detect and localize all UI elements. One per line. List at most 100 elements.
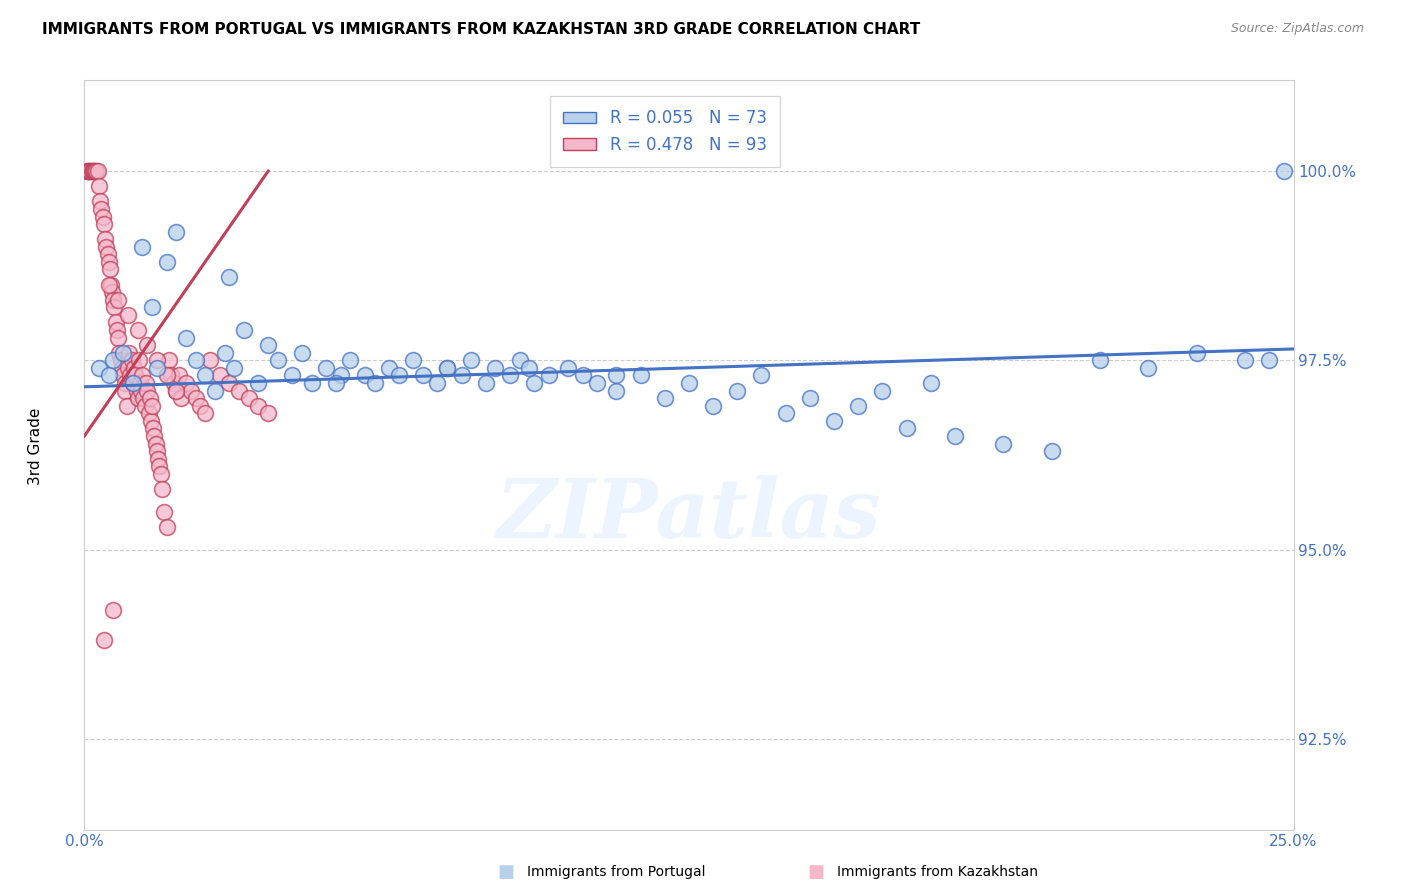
Point xyxy=(208,368,231,383)
Point xyxy=(150,482,173,496)
Point xyxy=(484,360,506,375)
Point xyxy=(605,368,627,383)
Point xyxy=(127,323,149,337)
Point xyxy=(103,293,125,307)
Point xyxy=(218,376,240,390)
Point xyxy=(1234,353,1257,368)
Point xyxy=(257,338,280,352)
Point xyxy=(267,353,290,368)
Point xyxy=(315,360,337,375)
Point xyxy=(114,376,136,390)
Point xyxy=(184,391,207,405)
Point xyxy=(157,353,180,368)
Point xyxy=(586,376,609,390)
Point xyxy=(436,360,458,375)
Point xyxy=(136,338,159,352)
Point xyxy=(402,353,425,368)
Point xyxy=(117,360,139,375)
Point xyxy=(100,277,122,292)
Point xyxy=(943,429,966,443)
Point xyxy=(83,164,105,178)
Point xyxy=(121,376,143,390)
Point xyxy=(141,301,163,315)
Point xyxy=(135,376,157,390)
Point xyxy=(354,368,377,383)
Point xyxy=(93,232,115,246)
Legend: R = 0.055   N = 73, R = 0.478   N = 93: R = 0.055 N = 73, R = 0.478 N = 93 xyxy=(550,96,780,167)
Point xyxy=(84,164,107,178)
Point xyxy=(107,293,129,307)
Point xyxy=(378,360,401,375)
Point xyxy=(103,603,125,617)
Point xyxy=(363,376,385,390)
Point xyxy=(87,164,110,178)
Point xyxy=(87,179,110,194)
Point xyxy=(110,353,132,368)
Point xyxy=(281,368,304,383)
Point xyxy=(388,368,411,383)
Point xyxy=(257,406,280,420)
Point xyxy=(118,345,141,359)
Point xyxy=(134,399,156,413)
Point xyxy=(204,384,226,398)
Point xyxy=(247,376,270,390)
Point xyxy=(475,376,498,390)
Point xyxy=(329,368,352,383)
Point xyxy=(146,353,169,368)
Point xyxy=(97,247,120,261)
Point xyxy=(82,164,104,178)
Text: ■: ■ xyxy=(807,863,824,881)
Point xyxy=(160,368,183,383)
Text: ZIPatlas: ZIPatlas xyxy=(496,475,882,555)
Point xyxy=(846,399,869,413)
Point xyxy=(142,421,165,435)
Point xyxy=(571,368,593,383)
Point xyxy=(111,360,134,375)
Point xyxy=(630,368,652,383)
Point xyxy=(247,399,270,413)
Point xyxy=(129,376,152,390)
Point xyxy=(80,164,103,178)
Text: IMMIGRANTS FROM PORTUGAL VS IMMIGRANTS FROM KAZAKHSTAN 3RD GRADE CORRELATION CHA: IMMIGRANTS FROM PORTUGAL VS IMMIGRANTS F… xyxy=(42,22,921,37)
Point xyxy=(654,391,676,405)
Point xyxy=(339,353,361,368)
Point xyxy=(89,194,111,209)
Point xyxy=(107,330,129,344)
Point xyxy=(132,391,155,405)
Point xyxy=(77,164,100,178)
Point xyxy=(920,376,942,390)
Point xyxy=(146,451,169,466)
Point xyxy=(112,345,135,359)
Point xyxy=(436,360,458,375)
Point xyxy=(170,391,193,405)
Text: Immigrants from Portugal: Immigrants from Portugal xyxy=(527,865,706,880)
Point xyxy=(224,360,246,375)
Point xyxy=(509,353,531,368)
Point xyxy=(94,240,117,254)
Point xyxy=(136,384,159,398)
Point xyxy=(131,240,153,254)
Point xyxy=(238,391,260,405)
Point xyxy=(180,384,202,398)
Point xyxy=(557,360,579,375)
Point xyxy=(122,360,145,375)
Point xyxy=(124,368,146,383)
Point xyxy=(139,414,162,428)
Point xyxy=(93,633,115,648)
Point xyxy=(218,270,240,285)
Point xyxy=(325,376,347,390)
Point xyxy=(198,353,221,368)
Point xyxy=(993,436,1015,450)
Point xyxy=(79,164,101,178)
Point xyxy=(76,164,98,178)
Point xyxy=(97,368,120,383)
Point xyxy=(523,376,546,390)
Point xyxy=(103,301,125,315)
Point xyxy=(149,467,172,481)
Point xyxy=(1272,164,1295,178)
Point xyxy=(214,345,236,359)
Point xyxy=(146,360,169,375)
Point xyxy=(537,368,560,383)
Point xyxy=(97,255,120,269)
Text: ■: ■ xyxy=(498,863,515,881)
